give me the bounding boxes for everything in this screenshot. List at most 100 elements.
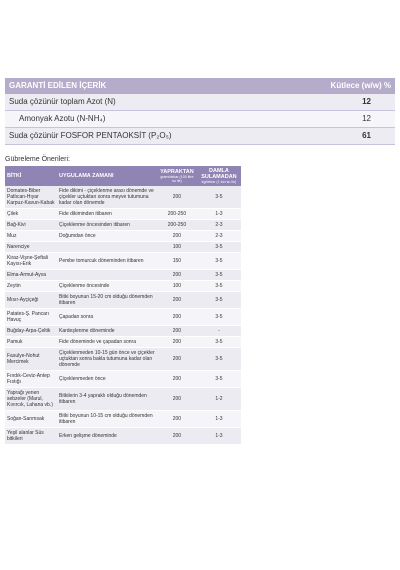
guarantee-row: Amonyak Azotu (N-NH₄) 12 — [5, 111, 395, 128]
drip-cell: 3-5 — [196, 280, 241, 292]
plant-cell: Zeytin — [5, 280, 57, 292]
time-cell: Pembe tomurcuk döneminden itibaren — [57, 252, 157, 270]
table-row: Domates-Biber Patlıcan-Hıyar Karpuz-Kavu… — [5, 186, 241, 209]
plant-cell: Fındık-Ceviz-Antep Fıstığı — [5, 370, 57, 388]
foliar-cell: 200 — [157, 410, 197, 428]
time-cell: Çiçeklenmeden önce — [57, 370, 157, 388]
time-cell: Fide dikimi - çiçeklenme arası dönemde v… — [57, 186, 157, 209]
foliar-cell: 200 — [157, 186, 197, 209]
drip-cell: 3-5 — [196, 186, 241, 209]
foliar-cell: 200 — [157, 230, 197, 242]
guarantee-title: GARANTİ EDİLEN İÇERİK — [9, 81, 107, 90]
component-value: 12 — [362, 97, 371, 106]
table-row: Elma-Armut-Ayva 200 3-5 — [5, 269, 241, 281]
foliar-cell: 200 — [157, 325, 197, 337]
recommendations-table: BİTKİ UYGULAMA ZAMANI YAPRAKTAN gram/deka… — [5, 166, 241, 445]
time-cell: Bitki boyunun 10-15 cm olduğu dönemden i… — [57, 410, 157, 428]
recommendations-title: Gübreleme Önerileri: — [5, 156, 70, 163]
table-row: Mısır-Ayçiçeği Bitki boyunun 15-20 cm old… — [5, 291, 241, 309]
drip-cell: - — [196, 325, 241, 337]
foliar-cell: 200 — [157, 336, 197, 348]
plant-cell: Pamuk — [5, 336, 57, 348]
table-row: Çilek Fide dikiminden itibaren 200-250 1-3 — [5, 208, 241, 220]
table-row: Bağ-Kivi Çiçeklenme öncesinden itibaren 20… — [5, 219, 241, 231]
foliar-cell: 200-250 — [157, 219, 197, 231]
table-row: Fındık-Ceviz-Antep Fıstığı Çiçeklenmeden … — [5, 370, 241, 388]
guarantee-row: Suda çözünür toplam Azot (N) 12 — [5, 94, 395, 111]
table-row: Yaprağı yenen sebzeler (Marul, Kıvırcık,… — [5, 387, 241, 411]
plant-cell: Buğday-Arpa-Çeltik — [5, 325, 57, 337]
drip-cell: 2-3 — [196, 219, 241, 231]
plant-cell: Domates-Biber Patlıcan-Hıyar Karpuz-Kavu… — [5, 186, 57, 209]
plant-cell: Narenciye — [5, 241, 57, 253]
header-row: BİTKİ UYGULAMA ZAMANI YAPRAKTAN gram/deka… — [5, 166, 241, 186]
time-cell: Doğumdan önce — [57, 230, 157, 242]
foliar-cell: 200 — [157, 269, 197, 281]
foliar-cell: 200 — [157, 291, 197, 309]
table-row: Soğan-Sarımsak Bitki boyunun 10-15 cm old… — [5, 410, 241, 428]
foliar-cell: 200-250 — [157, 208, 197, 220]
header-cell: YAPRAKTAN gram/dekar (100 litre su ile) — [157, 166, 197, 186]
plant-cell: Soğan-Sarımsak — [5, 410, 57, 428]
drip-cell: 3-5 — [196, 269, 241, 281]
drip-cell: 2-3 — [196, 230, 241, 242]
plant-cell: Elma-Armut-Ayva — [5, 269, 57, 281]
time-cell: Çapadan sonra — [57, 308, 157, 326]
header-cell: UYGULAMA ZAMANI — [57, 166, 157, 186]
header-cell: DAMLA SULAMADAN kg/dekar (1 ton su ile) — [196, 166, 241, 186]
time-cell: Bitkilerin 3-4 yapraklı olduğu dönemden … — [57, 387, 157, 411]
time-cell: Çiçeklenme öncesinde — [57, 280, 157, 292]
component-label: Suda çözünür toplam Azot (N) — [9, 97, 116, 106]
drip-cell: 1-3 — [196, 208, 241, 220]
foliar-cell: 100 — [157, 280, 197, 292]
drip-cell: 3-5 — [196, 241, 241, 253]
time-cell: Kardeşlenme döneminde — [57, 325, 157, 337]
drip-cell: 3-5 — [196, 370, 241, 388]
table-row: Yeşil alanlar Süs bitkileri Erken gelişme… — [5, 427, 241, 445]
guarantee-table: GARANTİ EDİLEN İÇERİK Kütlece (w/w) % Su… — [5, 78, 395, 145]
component-label: Suda çözünür FOSFOR PENTAOKSİT (P₂O₅) — [9, 131, 172, 140]
component-value: 61 — [362, 131, 371, 140]
plant-cell: Mısır-Ayçiçeği — [5, 291, 57, 309]
foliar-cell: 100 — [157, 241, 197, 253]
table-row: Pamuk Fide döneminde ve çapadan sonra 200 3… — [5, 336, 241, 348]
plant-cell: Yeşil alanlar Süs bitkileri — [5, 427, 57, 445]
plant-cell: Bağ-Kivi — [5, 219, 57, 231]
guarantee-row: Suda çözünür FOSFOR PENTAOKSİT (P₂O₅) 61 — [5, 128, 395, 145]
plant-cell: Muz — [5, 230, 57, 242]
drip-cell: 3-5 — [196, 347, 241, 371]
header-unit: gram/dekar (100 litre su ile) — [160, 175, 194, 183]
drip-cell: 1-3 — [196, 410, 241, 428]
time-cell — [57, 241, 157, 253]
table-row: Narenciye 100 3-5 — [5, 241, 241, 253]
drip-cell: 1-3 — [196, 427, 241, 445]
table-row: Zeytin Çiçeklenme öncesinde 100 3-5 — [5, 280, 241, 292]
time-cell: Fide döneminde ve çapadan sonra — [57, 336, 157, 348]
table-row: Buğday-Arpa-Çeltik Kardeşlenme döneminde 2… — [5, 325, 241, 337]
foliar-cell: 200 — [157, 387, 197, 411]
time-cell — [57, 269, 157, 281]
header-text: YAPRAKTAN — [160, 169, 194, 175]
foliar-cell: 200 — [157, 347, 197, 371]
unit-label: Kütlece (w/w) % — [330, 81, 391, 90]
header-cell: BİTKİ — [5, 166, 57, 186]
foliar-cell: 150 — [157, 252, 197, 270]
plant-cell: Çilek — [5, 208, 57, 220]
guarantee-header: GARANTİ EDİLEN İÇERİK Kütlece (w/w) % — [5, 78, 395, 94]
time-cell: Fide dikiminden itibaren — [57, 208, 157, 220]
time-cell: Çiçeklenmeden 10-15 gün önce ve çiçekler… — [57, 347, 157, 371]
time-cell: Çiçeklenme öncesinden itibaren — [57, 219, 157, 231]
table-row: Fasulye-Nohut Mercimek Çiçeklenmeden 10-1… — [5, 347, 241, 371]
drip-cell: 3-5 — [196, 291, 241, 309]
table-row: Muz Doğumdan önce 200 2-3 — [5, 230, 241, 242]
table-row: Kiraz-Vişne-Şeftali Kayısı-Erik Pembe tom… — [5, 252, 241, 270]
plant-cell: Kiraz-Vişne-Şeftali Kayısı-Erik — [5, 252, 57, 270]
table-row: Patates-Ş. Pancarı Havuç Çapadan sonra 200… — [5, 308, 241, 326]
plant-cell: Patates-Ş. Pancarı Havuç — [5, 308, 57, 326]
foliar-cell: 200 — [157, 370, 197, 388]
time-cell: Erken gelişme döneminde — [57, 427, 157, 445]
foliar-cell: 200 — [157, 308, 197, 326]
header-unit: kg/dekar (1 ton su ile) — [201, 180, 237, 184]
component-value: 12 — [362, 114, 371, 123]
